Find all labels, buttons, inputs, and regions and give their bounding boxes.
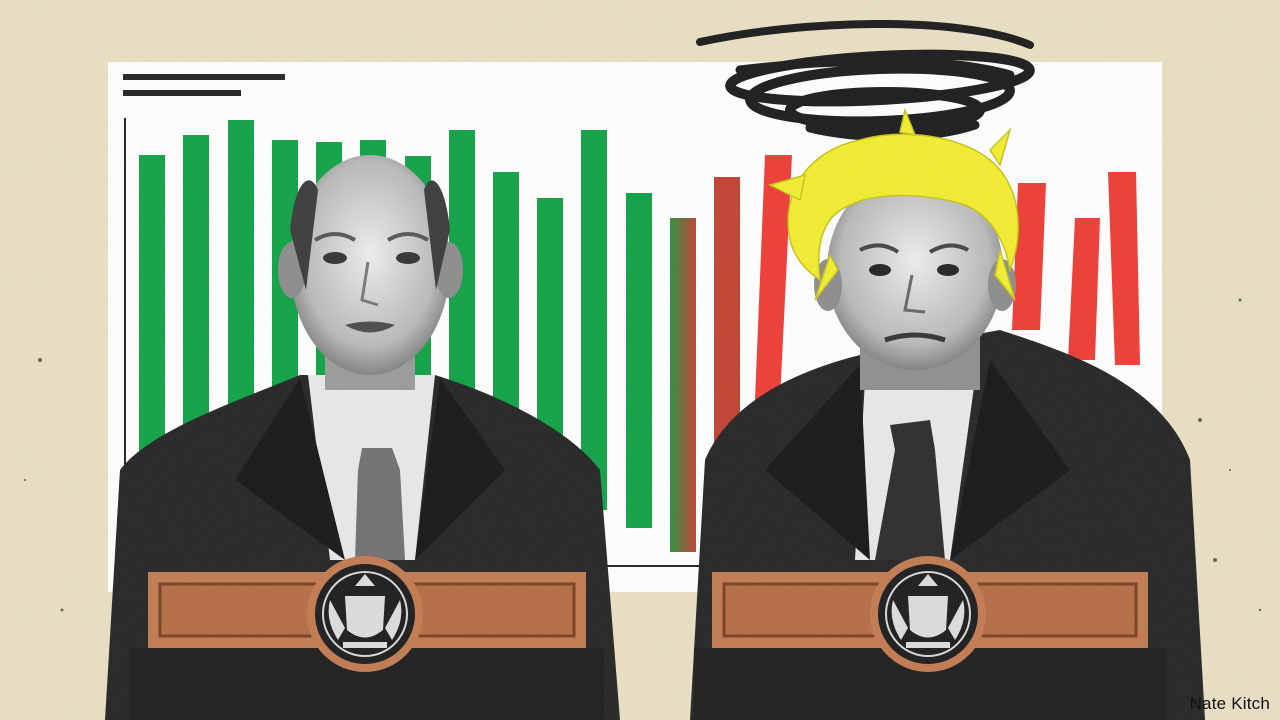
artist-credit: Nate Kitch bbox=[1189, 694, 1270, 713]
